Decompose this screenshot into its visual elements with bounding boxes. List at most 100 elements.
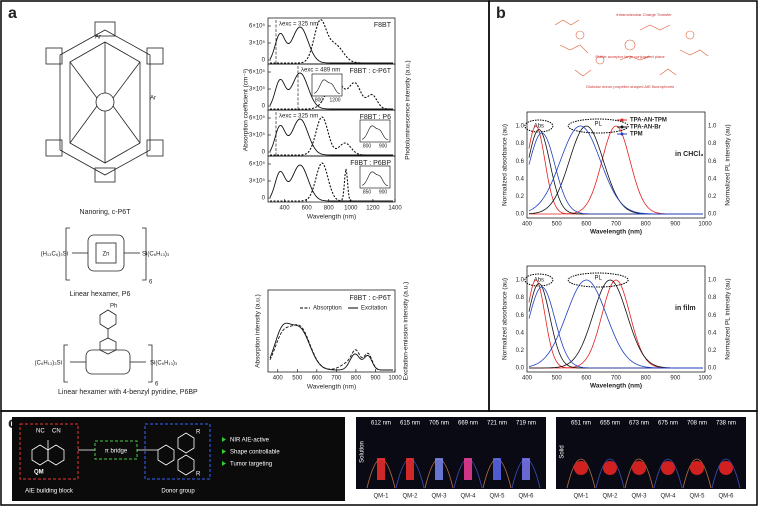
vial [522,458,530,480]
panel-title: F8BT [374,22,392,29]
x-tick-label: 700 [611,222,622,228]
vial [377,458,385,480]
frame-b [488,0,758,412]
annotation: λexc = 325 nm [279,114,318,120]
emission: 738 nm [716,421,736,427]
plot-title: F8BT : c-P6T [350,295,392,302]
panel-title: F8BT : P6BP [350,160,391,167]
x-tick-label: 1000 [698,222,712,228]
metal: Zn [102,252,109,258]
repeat: 6 [149,280,153,286]
y-tick-label: 0.0 [516,212,525,218]
x-tick-label: 700 [611,376,622,382]
compound: QM-6 [719,494,735,500]
y2-axis-label: Normalized PL intensity (au) [725,124,732,205]
scheme-b [554,19,709,77]
y-tick-label: 0 [262,196,266,202]
photo [556,417,746,489]
y2-tick-label: 0.6 [708,159,717,165]
feature: NIR AIE-active [230,438,270,444]
annotation: λexc = 489 nm [301,68,340,74]
panel-label: a [8,5,17,22]
photo [356,417,546,489]
scheme-text: NC [36,429,45,435]
condition: in film [675,305,696,312]
y2-tick-label: 0.4 [708,330,717,336]
x-tick-label: 800 [641,376,652,382]
glow [711,458,741,489]
y2-axis-label: Excitation-emission intensity (a.u.) [403,282,410,381]
x-tick-label: 600 [581,376,592,382]
y2-tick-label: 1.0 [708,124,717,130]
y-tick-label: 0.2 [516,348,525,354]
vial [493,458,501,480]
y-axis-label: Absorption intensity (a.u.) [255,294,262,368]
x-tick-label: 900 [370,376,381,382]
x-axis-label: Wavelength (nm) [590,383,642,390]
x-tick-label: 400 [522,222,533,228]
x-axis-label: Wavelength (nm) [590,229,642,236]
x-tick-label: 1000 [344,206,358,212]
nanoring [45,21,164,183]
feature: Tumor targeting [230,462,272,468]
y-axis-label: Normalized absorbance (au) [502,278,509,360]
emission: 721 nm [487,421,507,427]
compound: QM-4 [461,494,477,500]
scheme-text: π bridge [105,449,128,455]
spectrum-curve [529,279,703,369]
substituent: Ar [95,35,101,41]
x-tick-label: 400 [280,206,291,212]
scheme-text: QM [34,470,44,476]
scheme-text: AIE building block [25,489,74,495]
x-tick-label: 400 [522,376,533,382]
powder [574,461,588,475]
spectrum-curve [528,286,703,369]
vial [406,458,414,480]
inset [311,73,343,97]
y-tick-label: 3×10⁵ [249,132,266,139]
spectrum-curve [528,125,703,215]
y-tick-label: 3×10⁵ [249,40,266,47]
scheme-text: CN [52,429,61,435]
feature: Shape controllable [230,450,280,456]
x-tick-label: 800 [324,206,335,212]
substituent: Ar [150,96,156,102]
y-tick-label: 0 [262,104,266,110]
y2-axis-label: Photoluminescence intensity (a.u.) [405,60,412,159]
x-axis-label: Wavelength (nm) [307,384,356,391]
caption: Linear hexamer with 4-benzyl pyridine, P… [58,389,198,396]
x-tick-label: 1400 [388,206,402,212]
inset-tick: 800 [315,97,324,103]
y-tick-label: 1.0 [516,124,525,130]
caption: Nanoring, c-P6T [80,209,132,216]
annotation: λexc = 325 nm [279,22,318,28]
powder [632,461,646,475]
scheme-text: Intramolecular Charge Transfer [616,12,672,17]
spectrum-curve [270,116,393,156]
spectrum-curve [528,283,703,369]
legend-label: Absorption [313,306,342,312]
y-tick-label: 0 [262,58,266,64]
compound: QM-2 [403,494,419,500]
legend-label: TPA-AN-TPM [630,118,667,124]
x-tick-label: 500 [552,376,563,382]
end-group: Si(C₆H₁₃)₃ [142,252,170,258]
glow [624,458,654,489]
plot-frame [526,111,706,219]
y2-tick-label: 0.8 [708,141,717,147]
y-tick-label: 0.6 [516,159,525,165]
legend-marker [620,125,624,129]
spectrum-curve [361,171,389,187]
spectrum-curve [528,279,703,369]
y-tick-label: 1.0 [516,278,525,284]
spectrum-curve [529,279,703,369]
x-tick-label: 500 [292,376,303,382]
glow [682,458,712,489]
spectrum-curve [361,125,389,141]
y-tick-label: 0.8 [516,141,525,147]
y-tick-label: 0.4 [516,330,525,336]
legend-label: Excitation [361,306,387,312]
x-tick-label: 900 [670,222,681,228]
x-tick-label: 1000 [698,376,712,382]
